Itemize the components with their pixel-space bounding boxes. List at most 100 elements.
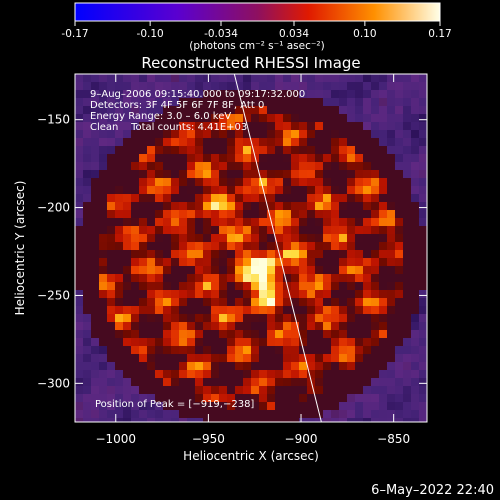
heatmap-cell: [251, 354, 260, 363]
heatmap-cell: [267, 122, 276, 131]
heatmap-cell: [363, 106, 372, 115]
heatmap-cell: [203, 378, 212, 387]
heatmap-cell: [179, 282, 188, 291]
heatmap-cell: [203, 346, 212, 355]
heatmap-cell: [139, 258, 148, 267]
heatmap-cell: [75, 346, 84, 355]
heatmap-cell: [219, 346, 228, 355]
heatmap-cell: [379, 122, 388, 131]
heatmap-cell: [323, 258, 332, 267]
heatmap-cell: [115, 122, 124, 131]
heatmap-cell: [131, 130, 140, 139]
heatmap-cell: [227, 130, 236, 139]
heatmap-cell: [339, 330, 348, 339]
heatmap-cell: [315, 402, 324, 411]
heatmap-cell: [163, 178, 172, 187]
heatmap-cell: [275, 234, 284, 243]
heatmap-cell: [347, 210, 356, 219]
heatmap-cell: [387, 218, 396, 227]
y-tick-label: −150: [37, 113, 70, 127]
heatmap-cell: [211, 298, 220, 307]
heatmap-cell: [211, 242, 220, 251]
heatmap-cell: [75, 186, 84, 195]
colorbar-tick-label: -0.034: [204, 28, 238, 40]
heatmap-cell: [235, 202, 244, 211]
heatmap-cell: [355, 226, 364, 235]
heatmap-cell: [403, 274, 412, 283]
heatmap-cell: [283, 122, 292, 131]
heatmap-cell: [99, 362, 108, 371]
heatmap-cell: [211, 402, 220, 411]
heatmap-cell: [419, 154, 427, 163]
heatmap-cell: [123, 282, 132, 291]
heatmap-cell: [315, 218, 324, 227]
heatmap-cell: [387, 338, 396, 347]
heatmap-cell: [315, 258, 324, 267]
heatmap-cell: [99, 114, 108, 123]
heatmap-cell: [91, 402, 100, 411]
heatmap-cell: [251, 74, 260, 83]
heatmap-cell: [99, 282, 108, 291]
heatmap-cell: [91, 378, 100, 387]
heatmap-cell: [131, 258, 140, 267]
heatmap-cell: [363, 218, 372, 227]
heatmap-cell: [315, 250, 324, 259]
heatmap-cell: [403, 346, 412, 355]
heatmap-cell: [323, 226, 332, 235]
heatmap-cell: [315, 386, 324, 395]
heatmap-cell: [411, 234, 420, 243]
heatmap-cell: [107, 82, 116, 91]
heatmap-cell: [99, 386, 108, 395]
heatmap-cell: [395, 90, 404, 99]
heatmap-cell: [291, 410, 300, 419]
heatmap-cell: [331, 274, 340, 283]
heatmap-cell: [251, 218, 260, 227]
heatmap-cell: [315, 210, 324, 219]
heatmap-cell: [75, 226, 84, 235]
heatmap-cell: [307, 386, 316, 395]
heatmap-cell: [107, 202, 116, 211]
heatmap-cell: [363, 114, 372, 123]
heatmap-cell: [147, 290, 156, 299]
heatmap-cell: [315, 298, 324, 307]
heatmap-cell: [283, 178, 292, 187]
heatmap-cell: [411, 218, 420, 227]
heatmap-cell: [371, 218, 380, 227]
heatmap-cell: [355, 402, 364, 411]
heatmap-cell: [139, 186, 148, 195]
heatmap-cell: [227, 82, 236, 91]
heatmap-cell: [323, 82, 332, 91]
heatmap-cell: [147, 282, 156, 291]
heatmap-cell: [235, 306, 244, 315]
heatmap-cell: [235, 370, 244, 379]
heatmap-cell: [283, 106, 292, 115]
heatmap-cell: [99, 194, 108, 203]
heatmap-cell: [203, 410, 212, 419]
heatmap-cell: [211, 114, 220, 123]
heatmap-cell: [171, 170, 180, 179]
heatmap-cell: [259, 74, 268, 83]
heatmap-cell: [387, 186, 396, 195]
heatmap-cell: [323, 378, 332, 387]
heatmap-cell: [123, 290, 132, 299]
heatmap-cell: [395, 186, 404, 195]
heatmap-cell: [363, 226, 372, 235]
heatmap-cell: [107, 234, 116, 243]
heatmap-cell: [195, 242, 204, 251]
heatmap-cell: [283, 210, 292, 219]
heatmap-cell: [323, 282, 332, 291]
heatmap-cell: [131, 274, 140, 283]
heatmap-cell: [227, 378, 236, 387]
heatmap-cell: [147, 394, 156, 403]
heatmap-cell: [403, 74, 412, 83]
heatmap-cell: [339, 98, 348, 107]
heatmap-cell: [211, 146, 220, 155]
heatmap-cell: [123, 90, 132, 99]
heatmap-cell: [363, 234, 372, 243]
heatmap-cell: [323, 322, 332, 331]
heatmap-cell: [139, 194, 148, 203]
heatmap-cell: [195, 290, 204, 299]
heatmap-cell: [283, 378, 292, 387]
heatmap-cell: [171, 90, 180, 99]
heatmap-cell: [131, 298, 140, 307]
